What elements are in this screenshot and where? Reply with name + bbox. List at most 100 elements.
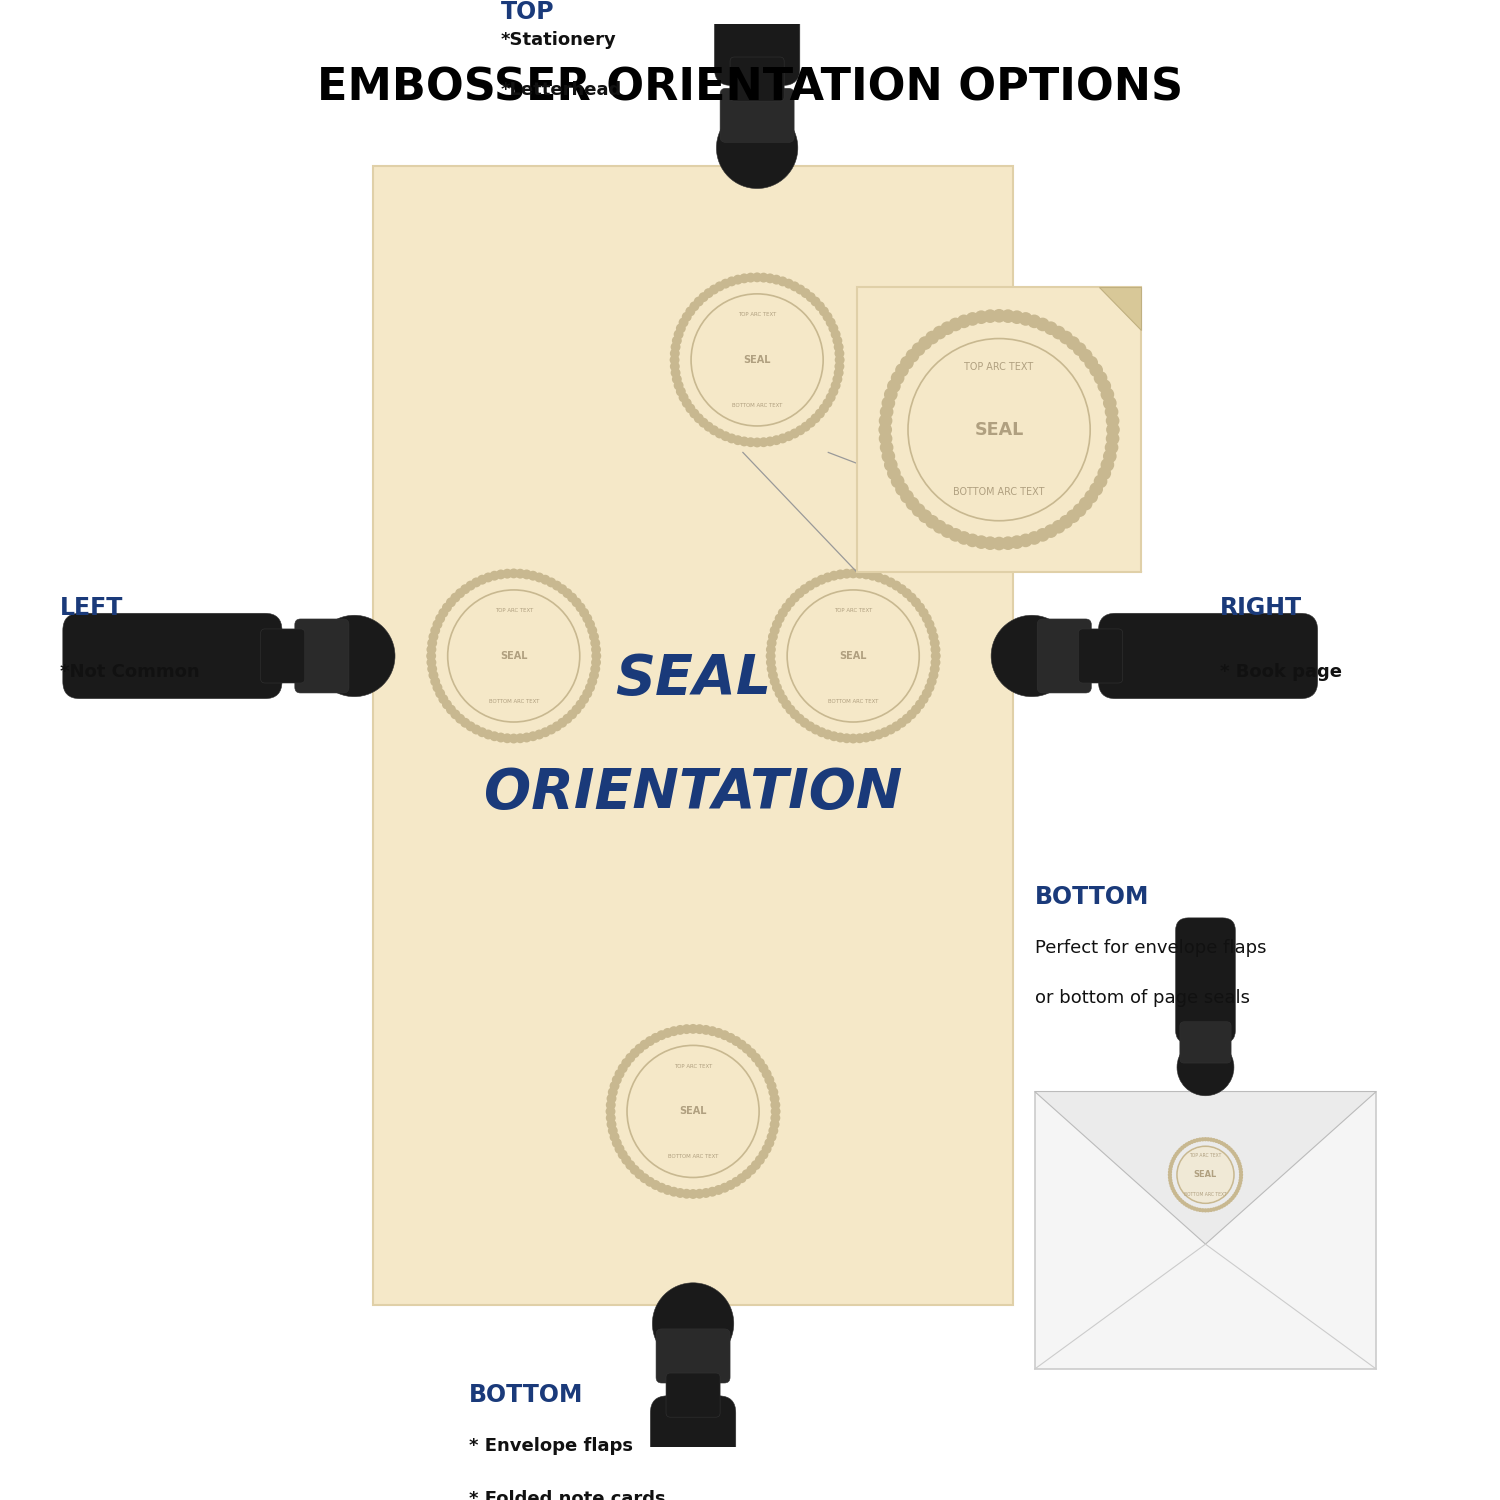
Circle shape [1180, 1200, 1185, 1204]
Circle shape [795, 714, 804, 723]
Circle shape [726, 1180, 735, 1190]
Circle shape [833, 336, 843, 345]
Circle shape [645, 1036, 656, 1046]
Circle shape [618, 1149, 627, 1160]
FancyBboxPatch shape [296, 620, 350, 693]
Circle shape [882, 450, 896, 464]
Circle shape [1233, 1154, 1238, 1158]
Text: *Letterhead: *Letterhead [501, 81, 622, 99]
Circle shape [891, 580, 902, 591]
Circle shape [891, 722, 902, 732]
Circle shape [730, 1036, 741, 1046]
Circle shape [430, 676, 439, 687]
Circle shape [847, 568, 858, 579]
Text: SEAL: SEAL [680, 1107, 706, 1116]
Circle shape [471, 724, 482, 735]
Circle shape [810, 297, 820, 306]
Circle shape [900, 356, 914, 369]
Circle shape [615, 1070, 624, 1078]
Circle shape [747, 1048, 756, 1058]
Circle shape [825, 318, 836, 327]
Circle shape [1036, 528, 1050, 542]
Circle shape [720, 279, 730, 288]
Circle shape [765, 651, 776, 662]
Circle shape [454, 714, 465, 723]
Circle shape [432, 682, 442, 693]
Circle shape [634, 1170, 645, 1179]
Circle shape [1174, 1194, 1179, 1198]
Circle shape [924, 620, 934, 630]
Circle shape [747, 1166, 756, 1174]
Circle shape [682, 312, 692, 321]
Circle shape [815, 302, 825, 310]
Circle shape [450, 591, 578, 720]
Circle shape [576, 699, 585, 709]
Circle shape [766, 1132, 777, 1142]
Circle shape [670, 368, 681, 378]
Circle shape [608, 1088, 618, 1096]
Circle shape [700, 1024, 711, 1035]
Circle shape [754, 1155, 765, 1166]
Circle shape [884, 387, 897, 402]
Circle shape [819, 306, 830, 316]
Circle shape [800, 718, 810, 728]
Circle shape [1236, 1186, 1240, 1191]
Circle shape [1186, 1142, 1191, 1144]
Circle shape [726, 276, 736, 286]
Circle shape [879, 432, 892, 445]
Circle shape [816, 574, 827, 585]
Circle shape [812, 724, 820, 735]
Circle shape [708, 1026, 717, 1036]
Circle shape [591, 651, 602, 662]
Circle shape [427, 638, 436, 648]
Circle shape [922, 688, 932, 699]
Circle shape [1168, 1170, 1172, 1174]
Circle shape [585, 620, 596, 630]
Circle shape [670, 342, 681, 352]
Circle shape [426, 645, 436, 654]
Polygon shape [1098, 288, 1142, 330]
Circle shape [790, 710, 800, 720]
Circle shape [483, 729, 494, 740]
Circle shape [884, 458, 897, 471]
Text: LEFT: LEFT [60, 597, 123, 621]
Circle shape [1000, 537, 1016, 550]
Circle shape [874, 729, 884, 740]
FancyBboxPatch shape [1035, 1092, 1377, 1370]
Circle shape [714, 1185, 723, 1196]
Circle shape [670, 348, 680, 358]
Circle shape [1227, 1146, 1230, 1150]
Circle shape [1010, 536, 1023, 549]
Circle shape [1230, 1196, 1234, 1200]
Circle shape [1173, 1154, 1178, 1158]
Circle shape [626, 1160, 634, 1170]
Circle shape [806, 292, 816, 302]
Circle shape [765, 1076, 774, 1084]
Circle shape [1232, 1194, 1236, 1198]
Circle shape [1238, 1161, 1242, 1166]
Circle shape [906, 496, 920, 510]
Circle shape [588, 676, 597, 687]
FancyBboxPatch shape [730, 57, 784, 100]
Circle shape [591, 638, 600, 648]
Circle shape [1206, 1208, 1210, 1212]
Circle shape [828, 324, 839, 333]
Circle shape [621, 1058, 632, 1068]
Circle shape [1000, 309, 1016, 322]
Circle shape [1227, 1200, 1230, 1204]
Circle shape [669, 1186, 678, 1197]
Circle shape [1232, 1152, 1236, 1156]
Circle shape [1172, 1190, 1176, 1192]
Circle shape [880, 574, 890, 585]
Circle shape [770, 676, 780, 687]
Circle shape [1185, 1143, 1190, 1146]
Circle shape [663, 1028, 672, 1038]
Circle shape [465, 580, 476, 591]
Circle shape [430, 626, 439, 636]
Circle shape [522, 732, 531, 742]
Circle shape [842, 568, 852, 579]
Circle shape [822, 729, 833, 740]
Circle shape [1044, 321, 1058, 334]
Circle shape [1198, 1208, 1202, 1212]
Circle shape [572, 597, 582, 608]
